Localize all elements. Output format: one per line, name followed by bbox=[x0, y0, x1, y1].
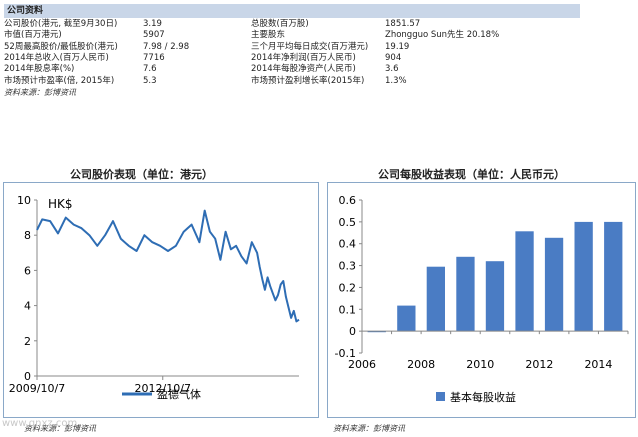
row-label-left: 公司股价(港元, 截至9月30日) bbox=[4, 19, 118, 29]
row-value-left: 7.6 bbox=[143, 64, 157, 75]
row-value-left: 7.98 / 2.98 bbox=[143, 41, 190, 52]
row-value-right: 3.6 bbox=[385, 64, 399, 75]
source-note-right: 资料来源：彭博资讯 bbox=[333, 424, 405, 433]
y-tick-label: 4 bbox=[24, 300, 31, 313]
x-tick-label: 2014 bbox=[584, 358, 612, 371]
y-tick-label: 0.1 bbox=[339, 303, 357, 316]
row-label-right: 2014年净利润(百万人民币) bbox=[251, 52, 356, 63]
row-value-right: 1.3% bbox=[385, 75, 407, 86]
eps-chart-title: 公司每股收益表现（单位：人民币元） bbox=[378, 168, 565, 181]
row-label-right: 市场预计盈利增长率(2015年) bbox=[251, 75, 365, 86]
x-tick-label: 2010 bbox=[466, 358, 494, 371]
y-tick-label: 2 bbox=[24, 335, 31, 348]
y-tick-label: 0.2 bbox=[339, 281, 357, 294]
eps-bar bbox=[604, 221, 623, 332]
company-info-header: 公司资料 bbox=[4, 4, 580, 18]
row-label-right: 2014年每股净资产(人民币) bbox=[251, 64, 356, 75]
eps-bar bbox=[485, 261, 505, 332]
source-note-top: 资料来源：彭博资讯 bbox=[4, 88, 76, 97]
y-tick-label: 0 bbox=[349, 325, 356, 338]
row-label-right: 总股数(百万股) bbox=[251, 19, 309, 29]
y-tick-label: 0.4 bbox=[339, 238, 357, 251]
row-value-left: 5907 bbox=[143, 30, 165, 41]
watermark: www.qnxz.com bbox=[2, 418, 78, 429]
x-tick-label: 2012/10/7 bbox=[135, 382, 191, 395]
eps-chart: -0.1 0 0.1 0.2 0.3 0.4 0.5 0.6 2006 2008 2010 2012 2… bbox=[335, 194, 629, 404]
y-tick-label: 0.5 bbox=[339, 216, 357, 229]
x-tick-label: 2006 bbox=[348, 358, 376, 371]
row-value-right: 904 bbox=[385, 52, 402, 63]
eps-bar bbox=[397, 305, 416, 332]
price-chart-title: 公司股价表现（单位：港元） bbox=[70, 168, 213, 181]
legend-label: 基本每股收益 bbox=[450, 390, 516, 404]
row-label-left: 市场预计市盈率(倍, 2015年) bbox=[4, 75, 115, 86]
row-value-left: 5.3 bbox=[143, 75, 157, 86]
eps-chart-panel: -0.1 0 0.1 0.2 0.3 0.4 0.5 0.6 2006 2008 2010 2012 2… bbox=[327, 182, 636, 418]
x-tick-label: 2009/10/7 bbox=[9, 382, 65, 395]
legend-label: 盈德气体 bbox=[157, 387, 201, 401]
y-tick-label: 10 bbox=[17, 194, 31, 207]
row-value-right: Zhongguo Sun先生 20.18% bbox=[385, 30, 500, 41]
row-label-left: 52周最高股价/最低股价(港元) bbox=[4, 41, 118, 52]
y-tick-label: 6 bbox=[24, 264, 31, 277]
unit-label: HK$ bbox=[48, 197, 73, 211]
row-value-left: 7716 bbox=[143, 52, 165, 63]
row-label-left: 2014年股息率(%) bbox=[4, 64, 75, 75]
row-label-right: 主要股东 bbox=[251, 30, 286, 41]
eps-bar bbox=[456, 256, 475, 332]
row-value-left: 3.19 bbox=[143, 19, 162, 29]
x-tick-label: 2008 bbox=[407, 358, 435, 371]
eps-bar bbox=[574, 221, 593, 332]
y-tick-label: 0 bbox=[24, 370, 31, 383]
price-series-line bbox=[36, 209, 300, 323]
eps-bar bbox=[515, 231, 534, 332]
eps-bar bbox=[426, 266, 445, 332]
row-value-right: 19.19 bbox=[385, 41, 410, 52]
row-label-left: 市值(百万港元) bbox=[4, 30, 62, 41]
legend-swatch bbox=[436, 392, 445, 401]
row-label-right: 三个月平均每日成交(百万港元) bbox=[251, 41, 369, 52]
y-tick-label: -0.1 bbox=[335, 347, 356, 360]
source-note-left: 资料来源：彭博资讯 bbox=[24, 424, 96, 433]
y-tick-label: 8 bbox=[24, 229, 31, 242]
price-chart-panel: 0 2 4 6 8 10 HK$ 2009/10/7 2012/10/7 盈德气体 bbox=[3, 182, 319, 418]
row-label-left: 2014年总收入(百万人民币) bbox=[4, 52, 109, 63]
y-tick-label: 0.3 bbox=[339, 260, 357, 273]
y-tick-label: 0.6 bbox=[339, 194, 357, 207]
eps-bar bbox=[544, 237, 564, 332]
eps-bar bbox=[367, 331, 386, 333]
row-value-right: 1851.57 bbox=[385, 19, 421, 29]
x-tick-label: 2012 bbox=[525, 358, 553, 371]
